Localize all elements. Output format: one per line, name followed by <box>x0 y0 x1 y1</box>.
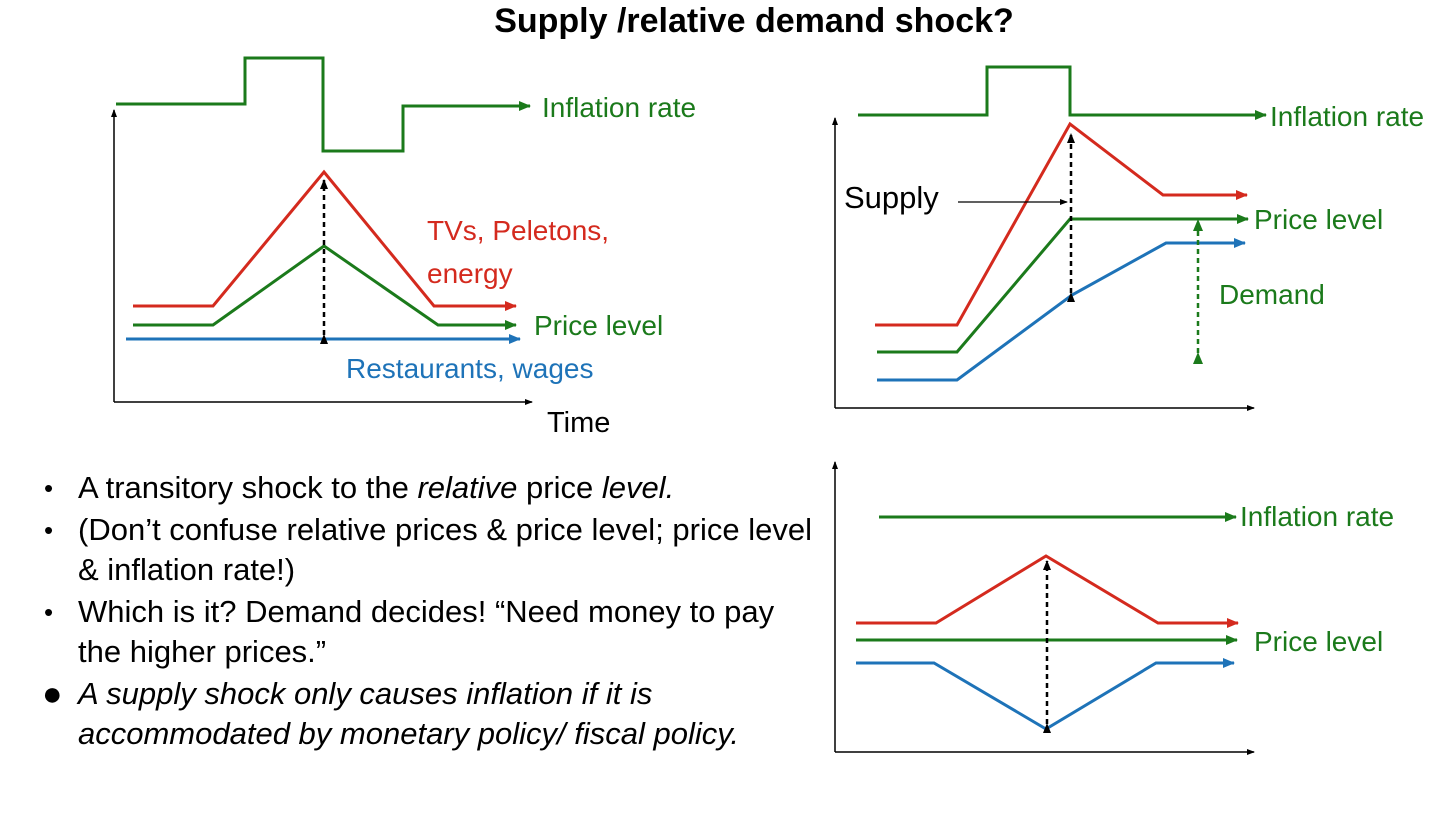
tr-demand-label: Demand <box>1219 279 1325 310</box>
tr-green-line <box>877 214 1249 354</box>
tr-blue-line <box>877 238 1246 382</box>
bullet-text-italic: A supply shock only causes inflation if … <box>78 676 740 751</box>
bottom-right-panel: Inflation rate Price level <box>832 461 1394 755</box>
left-price-level-label: Price level <box>534 310 663 341</box>
left-red-label-2: energy <box>427 258 513 289</box>
bullet-text: Which is it? Demand decides! “Need money… <box>78 594 775 669</box>
bullet-item: • (Don’t confuse relative prices & price… <box>40 510 820 590</box>
left-red-line <box>133 169 517 311</box>
left-red-label-1: TVs, Peletons, <box>427 215 609 246</box>
br-inflation-label: Inflation rate <box>1240 501 1394 532</box>
br-price-level-label: Price level <box>1254 626 1383 657</box>
bullet-list: • A transitory shock to the relative pri… <box>40 468 820 756</box>
bullet-dot-icon: ● <box>42 675 63 713</box>
top-right-panel: Inflation rate Supply Price level Demand <box>832 65 1424 411</box>
bullet-dot-icon: • <box>44 515 54 545</box>
bullet-item: • Which is it? Demand decides! “Need mon… <box>40 592 820 672</box>
bullet-part-italic: relative <box>417 470 518 505</box>
tr-price-level-label: Price level <box>1254 204 1383 235</box>
bullet-text: (Don’t confuse relative prices & price l… <box>78 512 812 587</box>
bullet-item: • A transitory shock to the relative pri… <box>40 468 820 508</box>
tr-inflation-label: Inflation rate <box>1270 101 1424 132</box>
bullet-text: A transitory shock to the relative price… <box>78 470 674 505</box>
bullet-dot-icon: • <box>44 597 54 627</box>
tr-red-line <box>875 121 1248 327</box>
bullet-part: A transitory shock to the <box>78 470 418 505</box>
tr-supply-label: Supply <box>844 180 939 215</box>
bullet-dot-icon: • <box>44 473 54 503</box>
slide-title: Supply /relative demand shock? <box>494 2 1014 40</box>
bullet-part-italic: level. <box>601 470 675 505</box>
left-panel: Inflation rate TVs, Peletons, energy Pri… <box>111 56 696 439</box>
left-x-axis-label: Time <box>547 407 610 439</box>
left-blue-label: Restaurants, wages <box>346 353 593 384</box>
bullet-item: ● A supply shock only causes inflation i… <box>40 674 820 754</box>
left-inflation-line <box>116 56 531 153</box>
left-inflation-label: Inflation rate <box>542 92 696 123</box>
tr-inflation-line <box>858 65 1267 120</box>
br-blue-line <box>856 658 1235 731</box>
bullet-part: price <box>517 470 602 505</box>
br-red-line <box>856 554 1239 628</box>
